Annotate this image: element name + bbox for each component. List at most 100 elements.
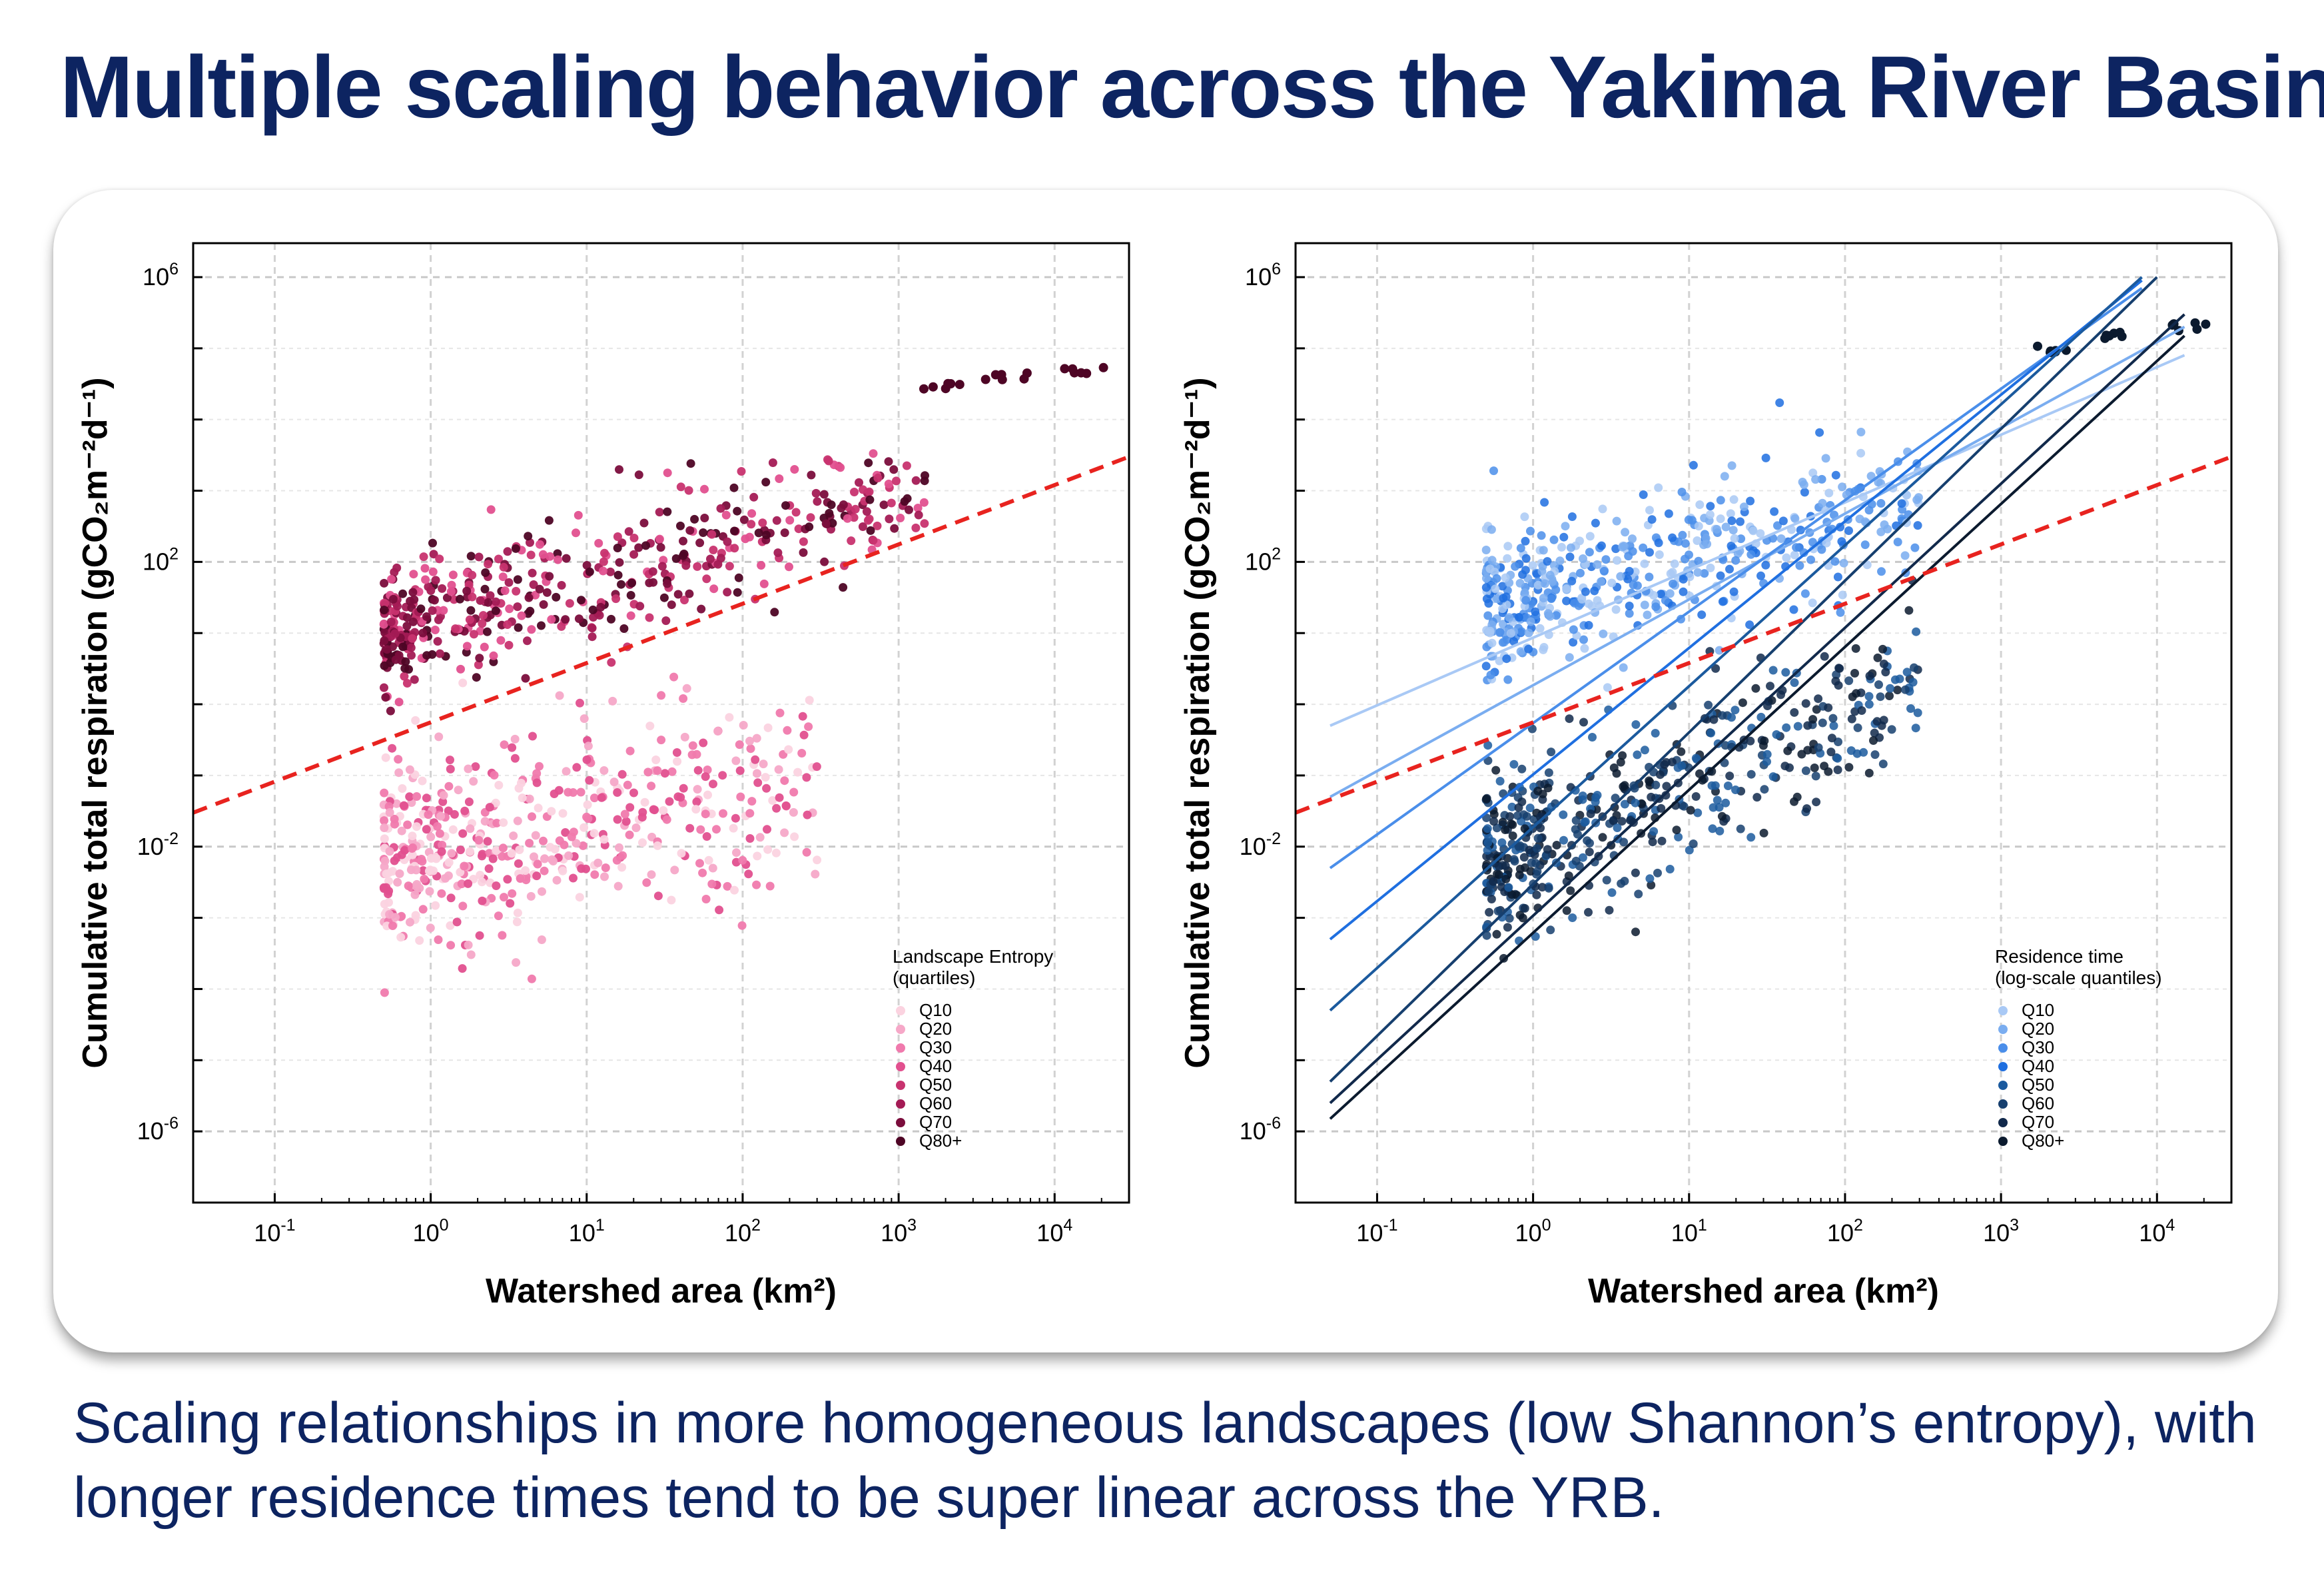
- data-point: [1486, 670, 1495, 680]
- data-point: [1511, 562, 1520, 571]
- data-point: [511, 544, 520, 553]
- data-point: [1910, 663, 1918, 672]
- data-point: [1482, 574, 1491, 583]
- data-point: [444, 782, 454, 791]
- data-point: [1521, 566, 1530, 575]
- data-point: [1853, 723, 1862, 732]
- data-point: [607, 614, 615, 624]
- data-point: [504, 640, 514, 650]
- data-point: [458, 829, 468, 838]
- data-point: [1653, 868, 1662, 877]
- data-point: [730, 885, 739, 895]
- data-point: [379, 620, 388, 629]
- data-point: [458, 964, 467, 973]
- data-point: [914, 510, 923, 520]
- x-axis-label: Watershed area (km²): [486, 1272, 837, 1311]
- data-point: [1674, 537, 1683, 546]
- data-point: [398, 784, 407, 793]
- data-point: [392, 799, 401, 808]
- data-point: [1611, 605, 1621, 614]
- data-point: [1613, 556, 1622, 565]
- data-point: [785, 562, 793, 572]
- data-point: [1492, 929, 1501, 939]
- data-point: [613, 532, 622, 541]
- data-point: [685, 823, 695, 833]
- data-point: [382, 645, 392, 654]
- data-point: [489, 651, 498, 660]
- data-point: [647, 870, 656, 879]
- data-point: [696, 825, 705, 834]
- data-point: [1893, 538, 1902, 546]
- data-point: [1736, 517, 1744, 526]
- data-point: [617, 863, 627, 872]
- data-point: [454, 786, 463, 795]
- data-point: [499, 562, 508, 572]
- legend-entry: Q70: [919, 1112, 952, 1132]
- data-point: [1621, 528, 1630, 537]
- data-point: [464, 797, 474, 806]
- data-point: [398, 589, 408, 598]
- data-point: [1493, 907, 1503, 915]
- data-point: [798, 712, 807, 721]
- charts-panel: [53, 190, 2278, 1352]
- data-point: [775, 474, 784, 483]
- data-point: [600, 872, 609, 881]
- data-point: [431, 576, 440, 585]
- data-point: [500, 586, 510, 596]
- data-point: [1597, 541, 1606, 550]
- data-point: [662, 815, 671, 824]
- data-point: [451, 624, 460, 634]
- data-point: [673, 590, 683, 599]
- data-point: [671, 554, 681, 563]
- data-point: [685, 589, 694, 598]
- data-point: [1565, 714, 1574, 724]
- data-point: [706, 554, 715, 564]
- data-point: [759, 760, 768, 769]
- data-point: [1585, 548, 1594, 557]
- data-point: [1498, 638, 1507, 647]
- data-point: [1660, 760, 1669, 769]
- data-point: [1598, 833, 1607, 842]
- data-point: [402, 679, 412, 688]
- data-point: [612, 855, 621, 865]
- legend-entry: Q10: [2022, 1000, 2054, 1020]
- data-point: [1707, 728, 1716, 738]
- data-point: [681, 561, 691, 570]
- data-point: [404, 881, 413, 891]
- data-point: [799, 548, 808, 557]
- data-point: [446, 587, 456, 596]
- data-point: [380, 988, 389, 997]
- data-point: [751, 755, 760, 764]
- x-tick-label: 103: [881, 1216, 917, 1247]
- legend-marker: [1998, 1137, 2008, 1146]
- data-point: [990, 370, 1000, 380]
- data-point: [1672, 825, 1681, 835]
- data-point: [538, 550, 548, 559]
- data-point: [757, 561, 766, 570]
- data-point: [615, 558, 624, 567]
- data-point: [753, 769, 761, 778]
- data-point: [393, 877, 402, 887]
- data-point: [649, 805, 658, 814]
- data-point: [653, 841, 662, 850]
- data-point: [526, 606, 535, 616]
- data-point: [1824, 532, 1833, 542]
- data-point: [1677, 747, 1686, 756]
- data-point: [928, 382, 938, 392]
- data-point: [447, 580, 456, 590]
- data-point: [466, 552, 476, 561]
- data-point: [770, 608, 779, 617]
- data-point: [525, 794, 534, 803]
- data-point: [1681, 554, 1689, 564]
- data-point: [695, 859, 704, 868]
- data-point: [553, 549, 562, 558]
- data-point: [503, 620, 512, 629]
- data-point: [643, 768, 653, 777]
- data-point: [587, 632, 597, 642]
- data-point: [426, 586, 436, 595]
- data-point: [468, 592, 477, 602]
- data-point: [582, 755, 591, 764]
- data-point: [446, 764, 455, 774]
- data-point: [1783, 746, 1792, 756]
- data-point: [805, 696, 814, 705]
